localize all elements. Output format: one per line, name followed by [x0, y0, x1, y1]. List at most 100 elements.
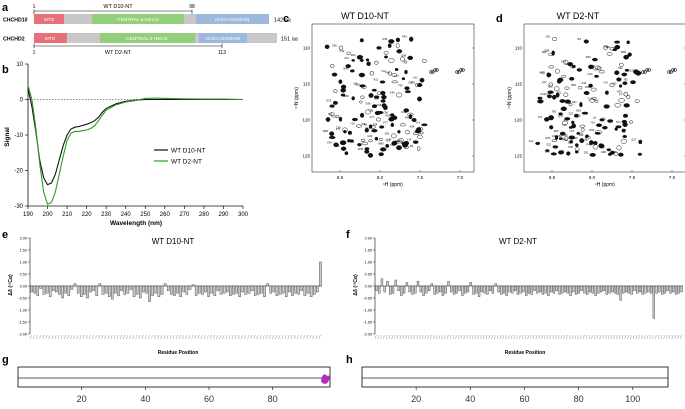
hsqc-d2-peak-label: G98	[552, 134, 557, 138]
hsqc-d10-peak-label: F77	[383, 120, 388, 124]
ca-d2-bar	[597, 285, 600, 294]
ca-d10-residue-tick	[157, 334, 160, 340]
ca-d10-bar	[126, 285, 130, 294]
hsqc-d2-peak	[579, 138, 585, 144]
ca-d2-bar	[433, 285, 436, 295]
ca-d10-residue-tick	[70, 334, 73, 340]
hsqc-d10-peak	[360, 58, 364, 62]
ca-shift-d2-panel: WT D2-NT 2.00 1.50 1.00 0.50 0.00 -0.50 -1.00 -…	[353, 237, 683, 356]
hsqc-d10-peak	[364, 127, 369, 133]
ca-d2-bar	[505, 285, 508, 296]
ca-d2-bar	[641, 285, 644, 295]
hsqc-d10-peak	[399, 123, 406, 127]
hsqc-d2-peak	[578, 85, 583, 90]
legend-label-d10: WT D10-NT	[171, 148, 206, 155]
ca-d2-residue-tick	[482, 334, 485, 340]
ca-d2-bar	[586, 285, 589, 295]
hsqc-d10-peak	[331, 72, 338, 77]
hsqc-d10-peak	[330, 64, 335, 68]
hsqc-d2-peak-label: Y14	[603, 81, 608, 85]
ca-d10-residue-tick	[85, 334, 88, 340]
chchd10-chch-label: CHCH DOMAIN	[215, 17, 250, 23]
hsqc-d2-peak	[559, 131, 566, 136]
ca-d10-residue-tick	[241, 334, 243, 340]
ca-d2-bar	[525, 285, 528, 296]
cd-x-tick-label: 240	[121, 212, 132, 218]
ca-d10-bar	[291, 285, 294, 296]
track-d10-frame	[17, 366, 331, 388]
hsqc-d2-x-tick-label: 7.0	[669, 175, 676, 180]
hsqc-d2-peak	[569, 140, 574, 144]
hsqc-d2-title: WT D2-NT	[557, 11, 600, 21]
hsqc-d2-peak-label: H29	[545, 136, 550, 140]
hsqc-d2-peak	[626, 94, 631, 99]
ca-d10-residue-tick	[203, 334, 206, 340]
hsqc-d10-peak	[407, 55, 414, 61]
d2-nt-range-label: WT D2-NT	[105, 50, 132, 56]
ca-d2-residue-tick	[643, 334, 646, 340]
ca-d10-bar	[176, 285, 179, 294]
hsqc-d10-peak-label: H29	[396, 141, 401, 145]
hsqc-d10-peak-label: R66	[405, 116, 410, 120]
ca-d2-residue-tick	[413, 334, 416, 340]
ca-d10-bar	[316, 285, 319, 293]
ca-d2-residue-tick	[521, 334, 524, 340]
ca-d2-bar	[491, 285, 495, 294]
hsqc-d2-peak-label: E50	[612, 150, 617, 154]
ca-d2-residue-tick	[519, 334, 521, 340]
hsqc-d2-peak	[573, 113, 579, 118]
ca-d10-residue-tick	[29, 334, 32, 340]
hsqc-d2-peak-label: S22	[618, 66, 623, 70]
ca-d10-residue-tick	[238, 334, 240, 340]
ca-d10-residue-tick	[262, 334, 265, 340]
ca-d2-bar	[422, 285, 425, 296]
ca-d2-residue-tick	[460, 334, 463, 340]
ca-d10-bar	[139, 285, 142, 299]
hsqc-d2-peak	[564, 86, 570, 90]
hsqc-d2-peak	[576, 131, 580, 135]
hsqc-d2-sidechain-peak-core	[672, 69, 676, 71]
ca-d2-residue-tick	[666, 334, 668, 340]
ca-d10-residue-tick	[250, 334, 253, 340]
hsqc-d10-peak	[340, 146, 347, 151]
ca-d2-bar	[427, 285, 431, 291]
hsqc-d2-peak	[623, 103, 630, 108]
ca-d2-residue-tick	[613, 334, 616, 340]
cd-x-tick-label: 220	[82, 212, 93, 218]
hsqc-d2-peak-label: S22	[568, 141, 573, 145]
hsqc-d10-y-tick-label: 110	[303, 46, 311, 51]
hsqc-d2-peak	[555, 68, 560, 74]
hsqc-d2-peak	[552, 37, 558, 41]
hsqc-d10-peak	[351, 117, 358, 122]
hsqc-d10-peak	[414, 129, 422, 134]
cd-x-tick-label: 270	[179, 212, 190, 218]
hsqc-d2-peak	[563, 59, 569, 65]
ca-d10-bar	[89, 285, 92, 293]
hsqc-d2-peak-label: A12	[529, 139, 534, 143]
hsqc-d10-y-tick-label: 115	[303, 82, 311, 87]
ca-d2-residue-tick	[471, 334, 474, 340]
ca-d2-residue-tick	[394, 334, 396, 340]
ca-d2-bar	[397, 285, 400, 291]
hsqc-d10-peak-label: D31	[401, 110, 406, 114]
hsqc-d2-peak	[568, 135, 576, 140]
cd-y-tick-label: 10	[16, 62, 23, 68]
ca-d2-bar	[489, 285, 492, 291]
hsqc-d2-peak	[569, 76, 575, 81]
hsqc-d10-peak	[404, 69, 408, 75]
hsqc-d10-peak	[373, 95, 380, 99]
hsqc-d10-peak	[376, 46, 382, 50]
ca-d2-bar	[402, 285, 406, 294]
hsqc-d2-peak	[551, 50, 555, 56]
hsqc-d2-peak	[592, 96, 597, 101]
hsqc-d2-peak-label: Y14	[569, 129, 574, 133]
hsqc-d10-sidechain-peak	[459, 67, 465, 73]
hsqc-d2-peak	[609, 150, 615, 155]
ca-d2-bar	[502, 285, 506, 294]
ca-d10-bar	[225, 285, 229, 293]
hsqc-d2-peak-label: D31	[582, 138, 587, 142]
hsqc-d10-peak	[371, 88, 377, 92]
ca-d2-y-tick-label: 0.50	[365, 273, 372, 277]
hsqc-d2-peak	[571, 123, 577, 129]
hsqc-d2-peak	[574, 143, 579, 147]
